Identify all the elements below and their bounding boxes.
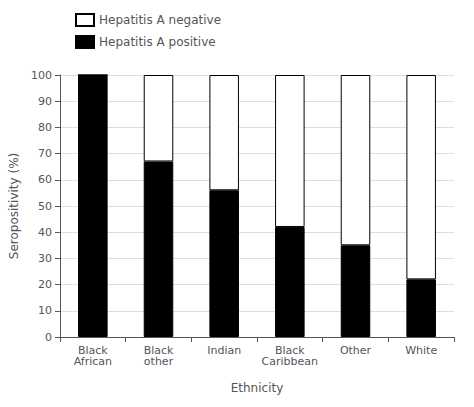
svg-text:70: 70 [38, 147, 52, 160]
svg-text:Black: Black [143, 344, 174, 357]
svg-text:80: 80 [38, 121, 52, 134]
svg-text:White: White [405, 344, 437, 357]
svg-text:90: 90 [38, 95, 52, 108]
svg-text:Hepatitis A negative: Hepatitis A negative [99, 13, 221, 27]
svg-text:Seropositivity (%): Seropositivity (%) [7, 153, 21, 259]
svg-text:other: other [144, 355, 174, 368]
svg-text:100: 100 [31, 69, 52, 82]
svg-text:Hepatitis A positive: Hepatitis A positive [99, 35, 216, 49]
svg-text:30: 30 [38, 252, 52, 265]
svg-text:20: 20 [38, 278, 52, 291]
svg-text:Indian: Indian [207, 344, 241, 357]
svg-text:0: 0 [45, 331, 52, 344]
svg-text:40: 40 [38, 226, 52, 239]
svg-text:Other: Other [340, 344, 372, 357]
svg-text:10: 10 [38, 304, 52, 317]
svg-text:50: 50 [38, 200, 52, 213]
svg-text:Black: Black [275, 344, 305, 357]
svg-text:Ethnicity: Ethnicity [231, 381, 284, 395]
svg-text:Caribbean: Caribbean [262, 355, 318, 368]
svg-text:African: African [74, 355, 112, 368]
svg-text:Black: Black [78, 344, 108, 357]
svg-text:60: 60 [38, 173, 52, 186]
